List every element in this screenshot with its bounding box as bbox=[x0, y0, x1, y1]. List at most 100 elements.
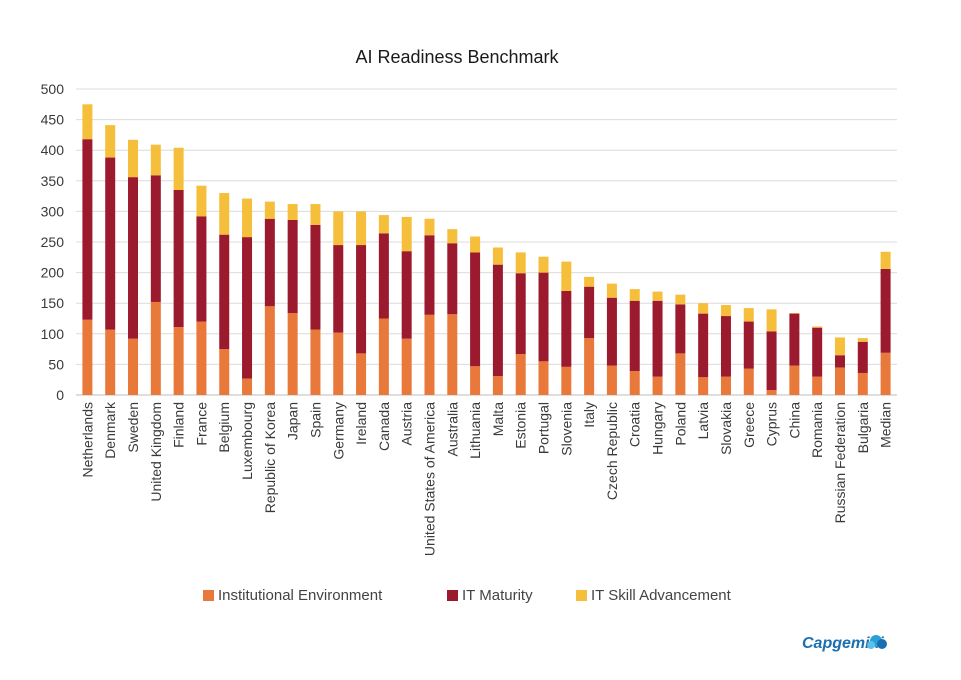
bar-segment-3 bbox=[812, 326, 823, 328]
bar-segment-3 bbox=[310, 204, 321, 225]
x-tick-label: Romania bbox=[809, 402, 825, 458]
x-tick-label: Poland bbox=[672, 402, 688, 446]
bar-segment-1 bbox=[629, 371, 640, 395]
bar-segment-3 bbox=[242, 198, 253, 238]
bar-segment-3 bbox=[264, 201, 275, 219]
x-tick-label: Ireland bbox=[353, 402, 369, 445]
bar-segment-2 bbox=[196, 216, 207, 322]
x-tick-label: Cyprus bbox=[764, 402, 780, 446]
x-tick-label: Germany bbox=[330, 402, 346, 460]
legend: Institutional Environment IT Maturity IT S… bbox=[203, 587, 732, 604]
bar-segment-1 bbox=[150, 301, 161, 395]
legend-label: IT Skill Advancement bbox=[591, 587, 732, 604]
bar-segment-1 bbox=[128, 338, 139, 395]
bar-segment-3 bbox=[356, 211, 367, 246]
bar-segment-1 bbox=[812, 376, 823, 395]
bar-segment-3 bbox=[173, 147, 184, 190]
logo-text: Capgemini bbox=[802, 635, 884, 652]
legend-swatch bbox=[203, 590, 214, 601]
bar-segment-2 bbox=[538, 272, 549, 362]
y-tick-label: 50 bbox=[48, 356, 64, 372]
bar-segment-1 bbox=[424, 314, 435, 395]
x-tick-label: Austria bbox=[399, 402, 415, 446]
bar-segment-2 bbox=[401, 251, 412, 339]
x-tick-label: Slovakia bbox=[718, 402, 734, 455]
bar-segment-2 bbox=[515, 273, 526, 354]
bar-segment-1 bbox=[675, 353, 686, 395]
x-tick-label: Slovenia bbox=[558, 402, 574, 456]
bar-segment-2 bbox=[378, 233, 389, 319]
x-tick-label: Japan bbox=[285, 402, 301, 440]
bar-segment-1 bbox=[515, 353, 526, 395]
bar-segment-1 bbox=[196, 321, 207, 395]
bar-segment-1 bbox=[219, 349, 230, 395]
bar-segment-3 bbox=[675, 294, 686, 305]
bar-segment-2 bbox=[584, 286, 595, 339]
bar-segment-1 bbox=[264, 306, 275, 395]
bar-segment-2 bbox=[150, 175, 161, 302]
bar-segment-2 bbox=[82, 139, 93, 320]
y-tick-label: 0 bbox=[56, 387, 64, 403]
x-tick-label: Belgium bbox=[216, 402, 232, 453]
bar-segment-2 bbox=[219, 234, 230, 350]
x-tick-label: Median bbox=[878, 402, 894, 448]
bar-segment-1 bbox=[310, 329, 321, 395]
bar-segment-3 bbox=[789, 312, 800, 314]
bar-segment-2 bbox=[880, 268, 891, 353]
x-tick-label: Greece bbox=[741, 402, 757, 448]
bar-segment-3 bbox=[857, 338, 868, 342]
legend-swatch bbox=[576, 590, 587, 601]
bar-segment-3 bbox=[447, 229, 458, 244]
x-tick-label: Malta bbox=[490, 402, 506, 436]
x-tick-label: Canada bbox=[376, 402, 392, 451]
bar-segment-3 bbox=[470, 236, 481, 253]
bar-segment-1 bbox=[698, 377, 709, 395]
x-tick-label: Spain bbox=[307, 402, 323, 438]
bar-segment-2 bbox=[470, 252, 481, 367]
bar-segment-1 bbox=[652, 376, 663, 395]
bar-segment-2 bbox=[333, 245, 344, 333]
bar-segment-1 bbox=[720, 376, 731, 395]
bar-segment-2 bbox=[606, 297, 617, 366]
y-axis-ticks: 0 50 100 150 200 250 300 350 400 450 500 bbox=[41, 81, 65, 403]
x-tick-label: United States of America bbox=[421, 402, 437, 556]
bar-segment-3 bbox=[834, 337, 845, 356]
bar-segment-2 bbox=[720, 316, 731, 377]
bar-segment-3 bbox=[219, 193, 230, 235]
bar-segment-3 bbox=[515, 252, 526, 274]
x-tick-label: France bbox=[193, 402, 209, 446]
bar-segment-3 bbox=[629, 289, 640, 301]
bar-segment-2 bbox=[834, 355, 845, 368]
x-tick-label: Sweden bbox=[125, 402, 141, 453]
bar-segment-2 bbox=[128, 177, 139, 339]
x-tick-label: Bulgaria bbox=[855, 402, 871, 454]
bar-segment-2 bbox=[447, 243, 458, 315]
cloud-icon bbox=[867, 635, 887, 649]
bar-segment-2 bbox=[242, 237, 253, 379]
bar-segment-3 bbox=[333, 211, 344, 246]
legend-label: IT Maturity bbox=[462, 587, 533, 604]
y-tick-label: 150 bbox=[41, 295, 65, 311]
y-tick-label: 250 bbox=[41, 234, 65, 250]
bar-segment-1 bbox=[766, 390, 777, 395]
x-tick-label: Latvia bbox=[695, 402, 711, 440]
bar-segment-2 bbox=[492, 264, 503, 377]
x-tick-label: Hungary bbox=[650, 402, 666, 455]
bar-segment-1 bbox=[857, 372, 868, 395]
bar-segment-2 bbox=[698, 313, 709, 378]
bar-segment-3 bbox=[561, 261, 572, 291]
bar-segment-1 bbox=[173, 327, 184, 395]
bar-segment-1 bbox=[242, 378, 253, 395]
bar-segment-1 bbox=[356, 353, 367, 395]
bar-segment-3 bbox=[196, 185, 207, 217]
capgemini-logo: Capgemini bbox=[802, 635, 887, 652]
bar-segment-1 bbox=[606, 365, 617, 395]
bar-segment-3 bbox=[880, 251, 891, 269]
x-tick-label: Russian Federation bbox=[832, 402, 848, 523]
bar-segment-3 bbox=[378, 215, 389, 234]
bar-segment-3 bbox=[150, 144, 161, 176]
bar-segment-1 bbox=[401, 338, 412, 395]
bar-segment-3 bbox=[401, 216, 412, 252]
bar-segment-2 bbox=[766, 331, 777, 391]
